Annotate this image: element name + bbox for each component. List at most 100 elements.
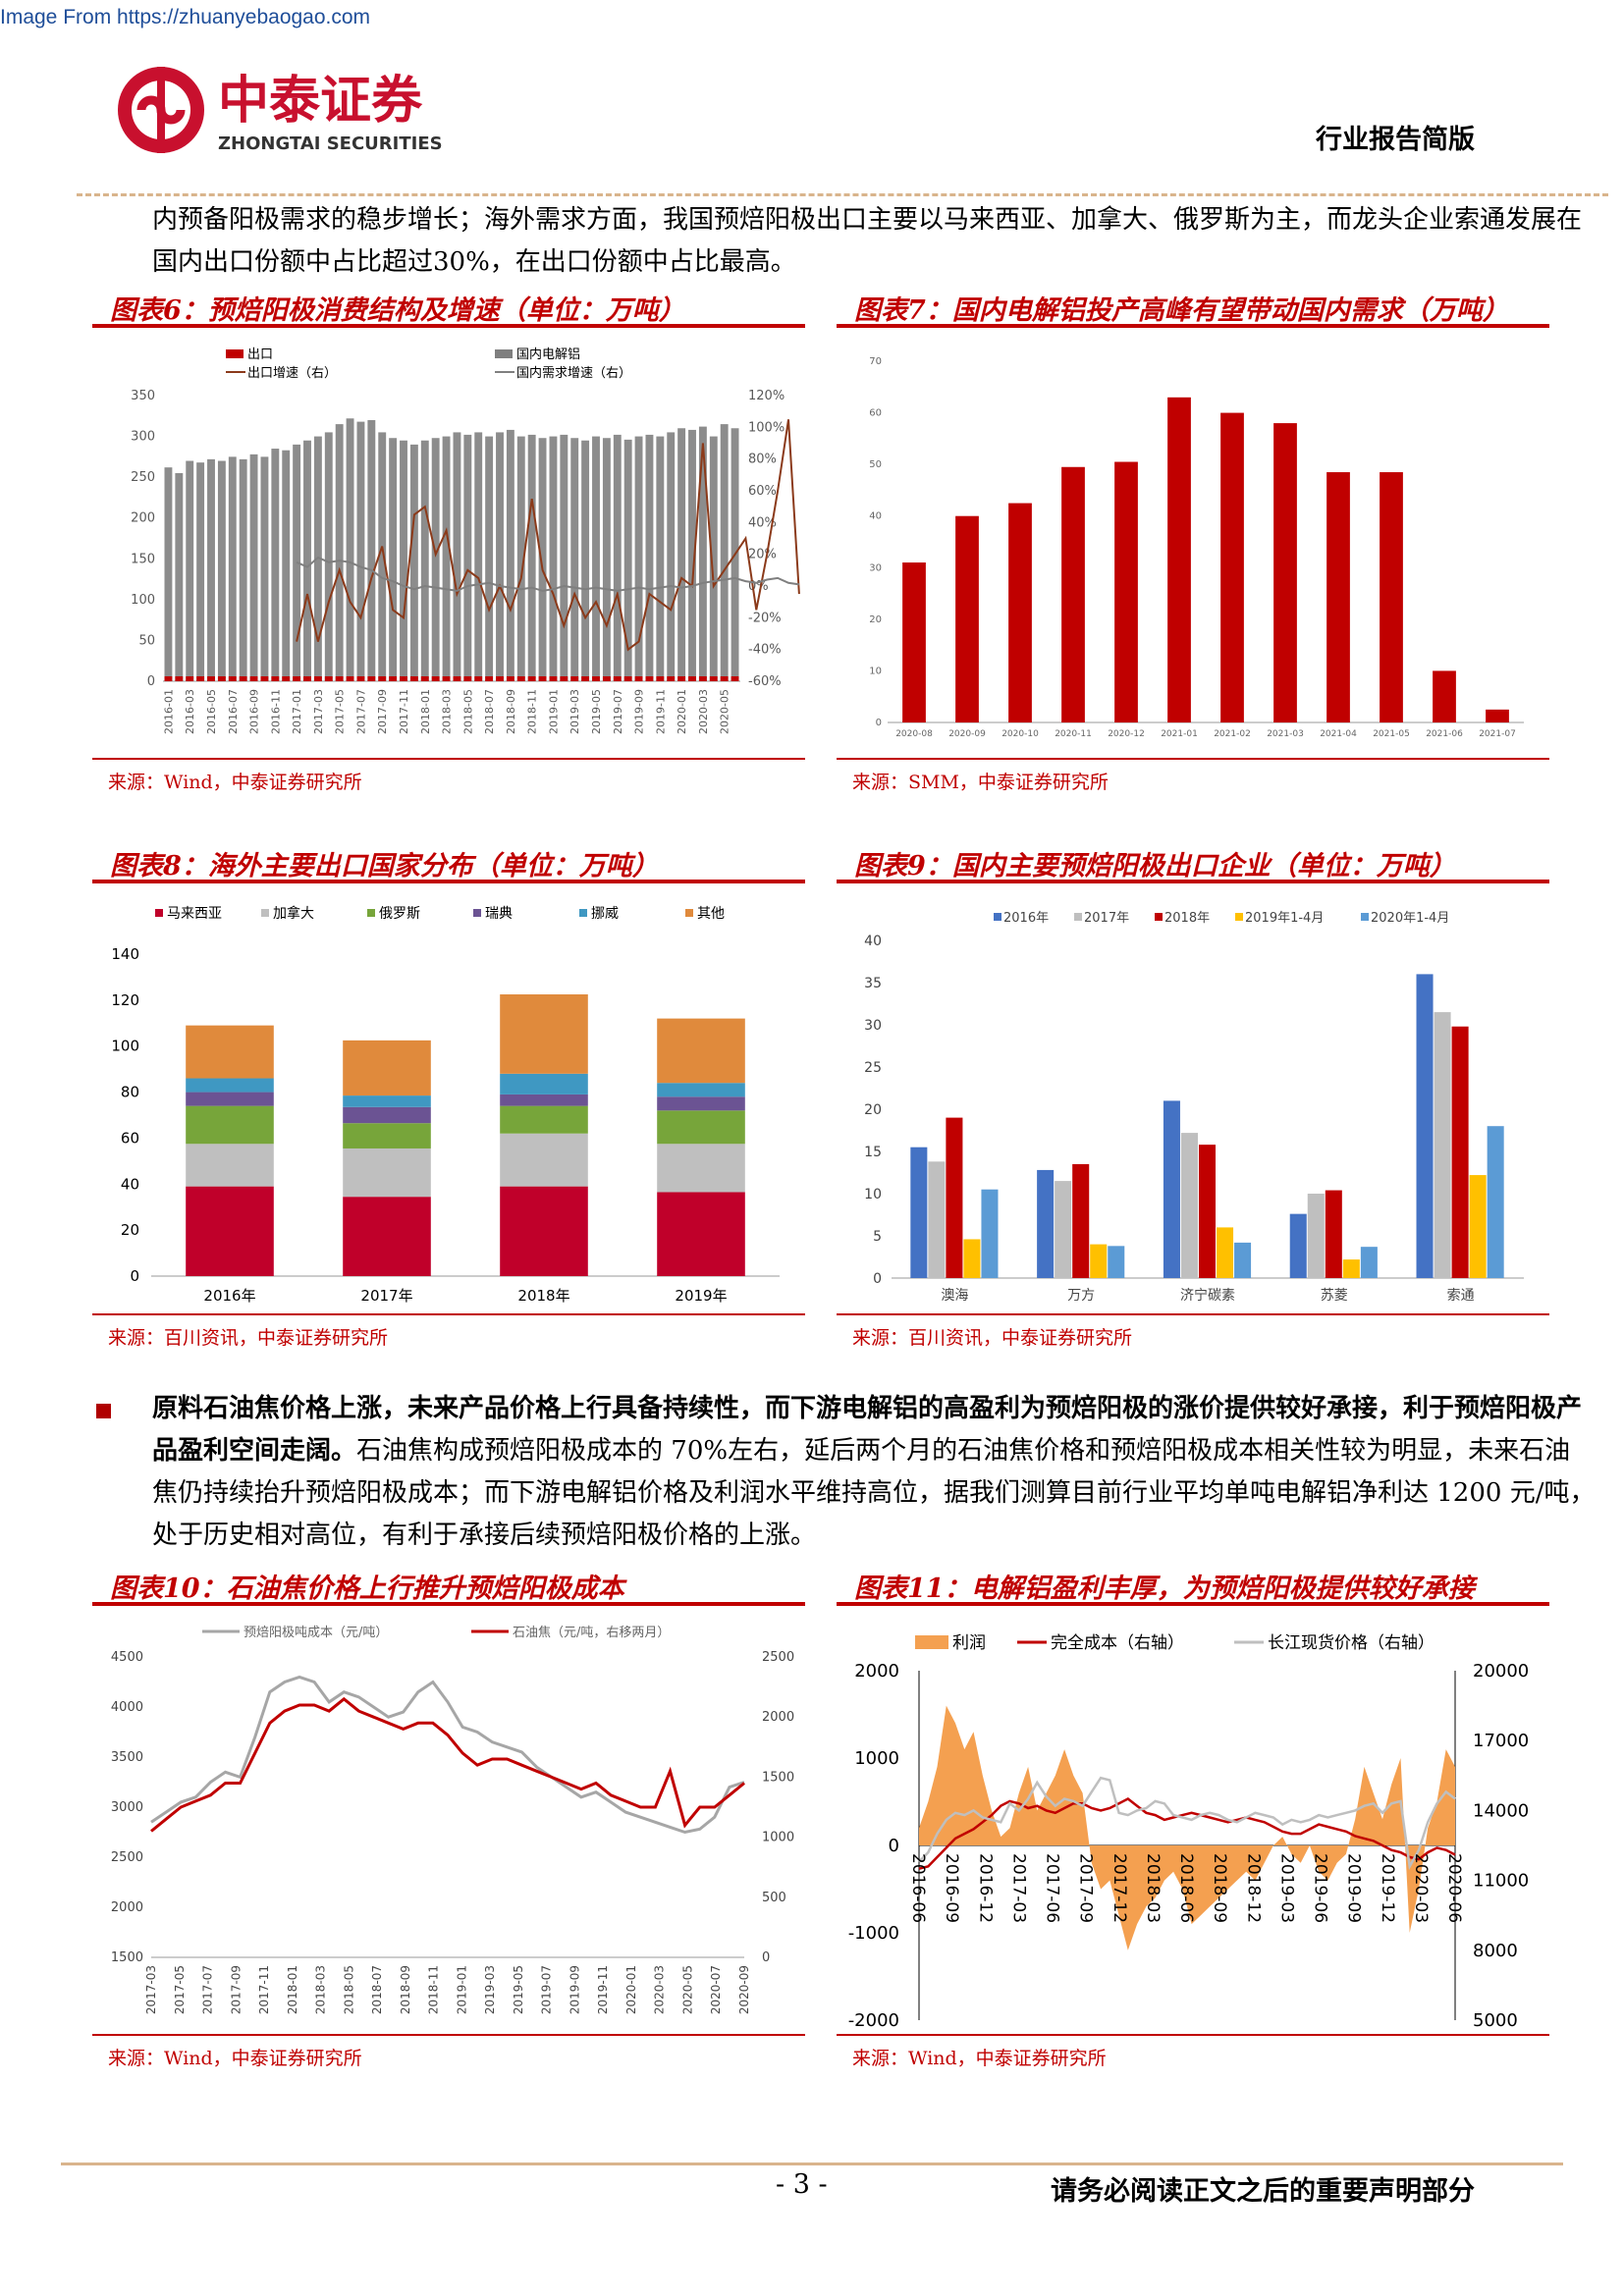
fig11-cost-line xyxy=(918,1797,1456,1870)
fig6-y2-tick: 40% xyxy=(748,515,777,530)
fig6-top-rule xyxy=(92,324,805,328)
fig6-export-bar xyxy=(164,676,173,681)
fig11-y2-tick: 17000 xyxy=(1473,1731,1529,1751)
fig6-export-bar xyxy=(409,676,418,681)
fig6-legend-export: 出口 xyxy=(247,347,273,362)
fig6-export-bar xyxy=(581,676,590,681)
fig8-bar-segment xyxy=(343,1123,431,1148)
fig11-x-tick: 2018-03 xyxy=(1143,1853,1163,1923)
fig11-legend-swatch-profit xyxy=(915,1635,948,1649)
fig9-top-rule xyxy=(837,880,1549,883)
fig6-export-bar xyxy=(592,676,600,681)
fig7-y-tick: 20 xyxy=(869,614,882,625)
fig6-domestic-bar xyxy=(485,436,494,681)
fig6-domestic-bar xyxy=(538,438,547,681)
pricing-paragraph: 原料石油焦价格上涨，未来产品价格上行具备持续性，而下游电解铝的高盈利为预焙阳极的… xyxy=(152,1388,1596,1557)
fig7-x-tick: 2021-02 xyxy=(1214,729,1251,739)
fig6-x-tick: 2016-07 xyxy=(227,689,240,734)
footer-disclaimer: 请务必阅读正文之后的重要声明部分 xyxy=(1051,2176,1475,2207)
fig10-y-tick: 3000 xyxy=(111,1800,143,1815)
fig10-x-tick: 2020-03 xyxy=(653,1965,667,2014)
fig6-y2-tick: 100% xyxy=(748,420,785,435)
fig9-y-tick: 20 xyxy=(864,1102,882,1118)
fig6-domestic-bar xyxy=(560,434,568,681)
fig6-export-bar xyxy=(538,676,547,681)
fig11-price-line xyxy=(918,1776,1456,1871)
fig6-export-bar xyxy=(186,676,194,681)
fig11-y2-tick: 8000 xyxy=(1473,1941,1518,1961)
fig9-y-tick: 5 xyxy=(873,1229,882,1245)
fig7-x-tick: 2020-11 xyxy=(1055,729,1092,739)
fig7-bar xyxy=(1167,397,1191,722)
fig11-y-tick: 0 xyxy=(889,1836,899,1856)
fig9-bar xyxy=(1108,1246,1125,1278)
fig7-bar xyxy=(1273,423,1297,722)
intro-paragraph: 内预备阳极需求的稳步增长；海外需求方面，我国预焙阳极出口主要以马来西亚、加拿大、… xyxy=(152,205,1583,277)
fig6-x-tick: 2017-11 xyxy=(398,689,410,734)
fig6-export-bar xyxy=(442,676,451,681)
fig6-domestic-bar xyxy=(623,439,632,681)
fig10-y2-tick: 2500 xyxy=(762,1650,794,1665)
fig8-y-tick: 40 xyxy=(121,1175,139,1193)
fig6-y-tick: 200 xyxy=(131,511,155,526)
fig6-x-tick: 2016-11 xyxy=(269,689,282,734)
fig11-x-tick: 2020-03 xyxy=(1411,1853,1431,1923)
fig7-top-rule xyxy=(837,324,1549,328)
fig8-legend-label: 俄罗斯 xyxy=(379,906,420,922)
fig6-y-tick: 150 xyxy=(131,552,155,566)
fig10-bottom-rule xyxy=(92,2034,805,2036)
fig11-y2-tick: 14000 xyxy=(1473,1800,1529,1821)
fig8-bar-segment xyxy=(186,1144,274,1187)
fig10-y2-tick: 500 xyxy=(762,1891,786,1905)
fig6-domestic-bar xyxy=(356,421,365,681)
fig9-bar xyxy=(981,1189,999,1278)
fig6-x-tick: 2020-01 xyxy=(676,689,688,734)
fig6-export-bar xyxy=(688,676,696,681)
fig6-export-bar xyxy=(549,676,558,681)
fig6-source: 来源：Wind，中泰证券研究所 xyxy=(108,772,362,793)
fig7-chart: 70 60 50 40 30 20 10 0 2020-08 2020-09 2020-10 2020… xyxy=(869,356,1524,739)
fig10-y-tick: 2500 xyxy=(111,1850,143,1865)
fig9-legend-swatch xyxy=(994,913,1001,921)
fig8-bar-segment xyxy=(343,1095,431,1107)
fig10-x-tick: 2017-03 xyxy=(144,1965,158,2014)
fig10-title: 图表10：石油焦价格上行推升预焙阳极成本 xyxy=(110,1574,624,1604)
fig11-x-tick: 2016-12 xyxy=(975,1853,995,1923)
fig8-bar-segment xyxy=(500,1073,588,1095)
fig9-bar xyxy=(1090,1244,1108,1278)
fig9-legend-label: 2018年 xyxy=(1164,911,1210,926)
fig11-x-tick: 2016-09 xyxy=(942,1853,961,1923)
fig9-bar xyxy=(1469,1175,1487,1278)
fig6-x-tick: 2019-05 xyxy=(590,689,603,734)
fig9-bar xyxy=(1487,1126,1504,1278)
fig9-y-tick: 10 xyxy=(864,1187,882,1202)
fig6-x-tick: 2016-01 xyxy=(162,689,175,734)
fig7-bar xyxy=(1326,472,1350,722)
fig6-title: 图表6：预焙阳极消费结构及增速（单位：万吨） xyxy=(110,295,685,326)
fig6-domestic-bar xyxy=(303,440,311,681)
fig6-domestic-bar xyxy=(709,436,718,681)
fig6-domestic-bar xyxy=(527,434,536,681)
fig9-y-tick: 30 xyxy=(864,1018,882,1034)
fig6-export-bar xyxy=(496,676,504,681)
fig6-export-bar xyxy=(420,676,429,681)
fig8-bar-segment xyxy=(657,1192,745,1276)
fig6-export-bar xyxy=(527,676,536,681)
fig9-x-tick: 万方 xyxy=(1067,1288,1095,1304)
fig6-export-bar xyxy=(634,676,643,681)
fig6-y-tick: 100 xyxy=(131,593,155,608)
fig7-y-tick: 70 xyxy=(869,356,882,367)
fig7-bar xyxy=(1061,466,1085,722)
fig7-bar xyxy=(955,515,979,722)
fig9-title: 图表9：国内主要预焙阳极出口企业（单位：万吨） xyxy=(854,851,1456,881)
fig6-domestic-bar xyxy=(207,458,215,681)
fig6-domestic-bar xyxy=(367,419,376,681)
fig9-x-tick: 济宁碳素 xyxy=(1180,1287,1235,1304)
fig7-bottom-rule xyxy=(837,758,1549,760)
fig10-x-tick: 2018-01 xyxy=(286,1965,299,2014)
page-number: - 3 - xyxy=(776,2169,828,2200)
fig10-top-rule xyxy=(92,1602,805,1606)
fig7-y-tick: 60 xyxy=(869,408,882,419)
fig6-x-tick: 2019-09 xyxy=(633,689,646,734)
fig9-legend-label: 2016年 xyxy=(1003,911,1049,926)
